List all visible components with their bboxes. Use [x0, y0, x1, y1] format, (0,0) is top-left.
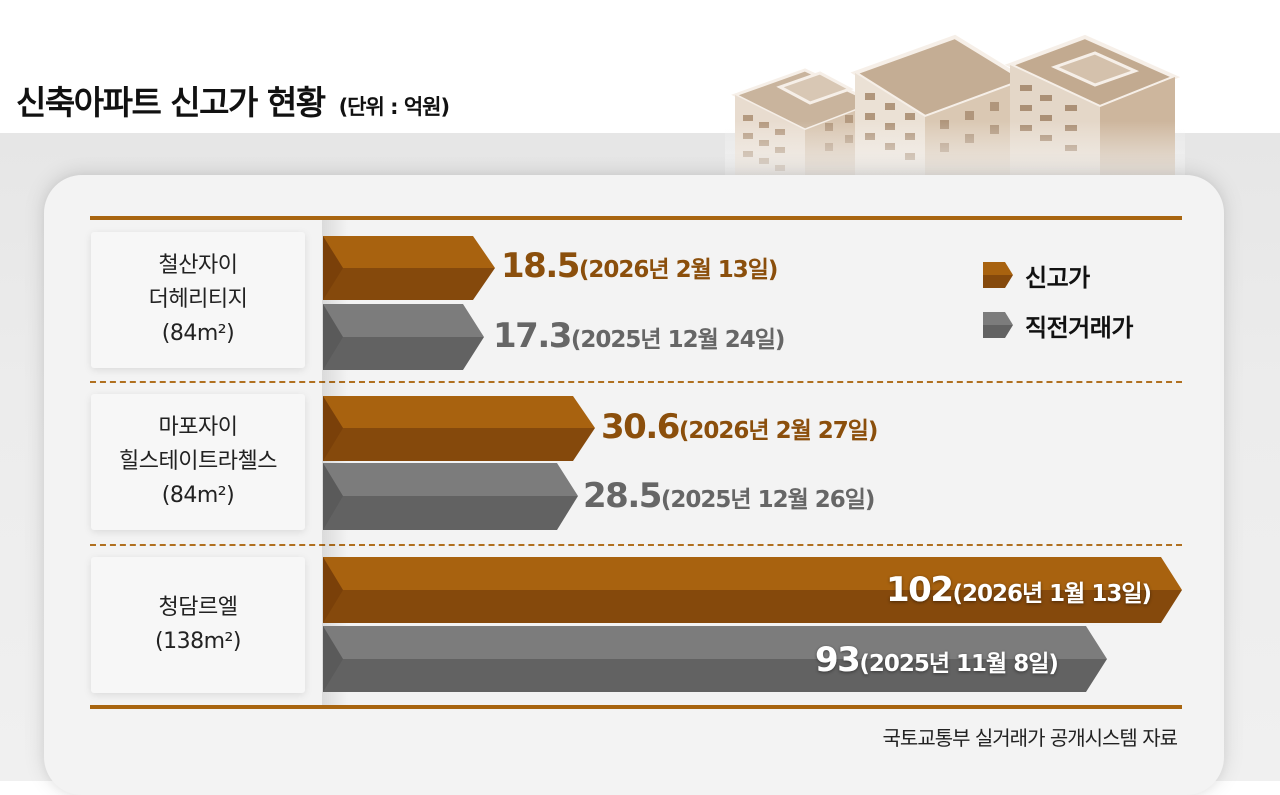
apartment-area: (84m²)	[161, 321, 235, 346]
top-rule	[90, 216, 1182, 220]
title-text: 신축아파트 신고가 현황	[16, 83, 326, 122]
row-divider	[90, 544, 1182, 546]
axis-shadow	[322, 220, 348, 705]
apartment-name-line1: 청담르엘	[158, 595, 238, 620]
legend: 신고가 직전거래가	[983, 250, 1133, 350]
bar-previous	[323, 463, 581, 530]
apartment-name-line1: 마포자이	[158, 415, 238, 440]
legend-label: 신고가	[1025, 263, 1090, 292]
value-label-previous: 17.3(2025년 12월 24일)	[493, 316, 785, 356]
unit-label: (단위 : 억원)	[338, 95, 450, 119]
category-label: 청담르엘 (138m²)	[91, 557, 305, 693]
value-label-previous: 28.5(2025년 12월 26일)	[583, 476, 875, 516]
row-divider	[90, 381, 1182, 383]
bar-previous	[323, 304, 488, 370]
apartment-area: (84m²)	[161, 483, 235, 508]
value-label-previous: 93(2025년 11월 8일)	[815, 640, 1059, 680]
value-label-new-high: 30.6(2026년 2월 27일)	[601, 407, 878, 447]
bar-new-high	[323, 557, 1185, 623]
bar-new-high	[323, 396, 598, 461]
apartment-name-line1: 철산자이	[158, 253, 238, 278]
apartment-buildings-illustration	[725, 25, 1185, 185]
value-label-new-high: 102(2026년 1월 13일)	[886, 570, 1152, 610]
chart-title: 신축아파트 신고가 현황 (단위 : 억원)	[16, 76, 450, 124]
apartment-name-line2: 더헤리티지	[148, 287, 248, 312]
gray-arrow-icon	[983, 312, 1013, 338]
value-label-new-high: 18.5(2026년 2월 13일)	[501, 246, 778, 286]
apartment-area: (138m²)	[155, 629, 241, 654]
source-note: 국토교통부 실거래가 공개시스템 자료	[882, 726, 1178, 750]
legend-item-new-high: 신고가	[983, 250, 1133, 300]
legend-item-previous: 직전거래가	[983, 300, 1133, 350]
category-label: 철산자이 더헤리티지 (84m²)	[91, 232, 305, 368]
bottom-rule	[90, 705, 1182, 709]
orange-arrow-icon	[983, 262, 1013, 288]
bar-new-high	[323, 236, 498, 300]
legend-label: 직전거래가	[1025, 313, 1133, 342]
bar-previous	[323, 626, 1110, 692]
category-label: 마포자이 힐스테이트라첼스 (84m²)	[91, 394, 305, 530]
apartment-name-line2: 힐스테이트라첼스	[119, 449, 277, 474]
